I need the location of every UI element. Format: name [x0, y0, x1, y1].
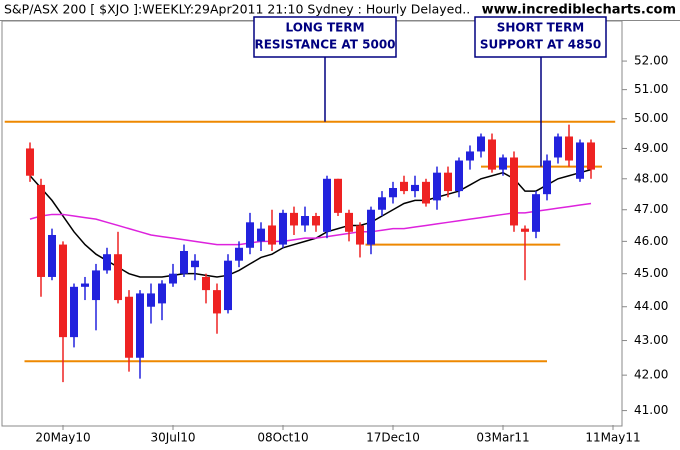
candle-body	[279, 212, 287, 245]
candle-body	[532, 194, 540, 232]
y-tick-label: 45.00	[634, 266, 668, 280]
candle-body	[521, 228, 529, 232]
x-tick-label: 03Mar11	[476, 431, 529, 445]
candle-body	[543, 160, 551, 195]
y-tick-label: 47.00	[634, 202, 668, 216]
candle-body	[37, 184, 45, 277]
candle-body	[411, 184, 419, 192]
y-tick-label: 51.00	[634, 82, 668, 96]
candle-body	[202, 276, 210, 291]
candle-body	[48, 234, 56, 277]
watermark: www.incrediblecharts.com	[482, 3, 676, 18]
candle-body	[235, 247, 243, 261]
candle-body	[345, 212, 353, 232]
y-tick-label: 49.00	[634, 141, 668, 155]
annotation-text: LONG TERM	[285, 21, 364, 35]
candle-body	[455, 160, 463, 192]
candle-body	[587, 142, 595, 170]
x-tick-label: 08Oct10	[257, 431, 308, 445]
x-tick-label: 20May10	[35, 431, 90, 445]
candle-body	[169, 273, 177, 284]
candle-body	[70, 286, 78, 338]
y-tick-label: 42.00	[634, 368, 668, 382]
candle-body	[367, 209, 375, 245]
x-tick-label: 30Jul10	[150, 431, 195, 445]
candle-body	[444, 172, 452, 192]
annotation-text: SUPPORT AT 4850	[480, 38, 601, 52]
candle-body	[510, 157, 518, 226]
candle-body	[92, 270, 100, 301]
annotation-text: RESISTANCE AT 5000	[254, 38, 395, 52]
chart-title: S&P/ASX 200 [ $XJO ]:WEEKLY:29Apr2011 21…	[4, 2, 470, 17]
candle-body	[389, 187, 397, 198]
candle-body	[312, 216, 320, 226]
candle-body	[268, 225, 276, 245]
average-line	[29, 202, 592, 246]
x-tick-label: 11May11	[585, 431, 640, 445]
candle-body	[334, 178, 342, 213]
candle-body	[114, 254, 122, 301]
candle-body	[499, 157, 507, 170]
candle-body	[433, 172, 441, 201]
candle-body	[290, 212, 298, 226]
candle-body	[323, 178, 331, 232]
candle-body	[246, 222, 254, 248]
candle-body	[565, 136, 573, 161]
candle-body	[488, 139, 496, 170]
candle-body	[400, 181, 408, 192]
candle-body	[213, 290, 221, 314]
candle-body	[191, 260, 199, 268]
candle-body	[26, 148, 34, 176]
y-tick-label: 48.00	[634, 171, 668, 185]
candle-body	[422, 181, 430, 204]
y-tick-label: 44.00	[634, 299, 668, 313]
candle-body	[224, 260, 232, 311]
candle-body	[257, 228, 265, 242]
y-tick-label: 43.00	[634, 333, 668, 347]
candle-body	[125, 296, 133, 358]
y-tick-label: 46.00	[634, 234, 668, 248]
candle-body	[81, 283, 89, 287]
x-tick-label: 17Dec10	[366, 431, 420, 445]
annotation-box	[474, 16, 607, 58]
candle-body	[301, 216, 309, 226]
annotation-text: SHORT TERM	[497, 21, 585, 35]
candle-body	[576, 142, 584, 179]
average-line	[29, 168, 592, 278]
candle-body	[554, 136, 562, 158]
candle-body	[103, 254, 111, 271]
candle-body	[378, 197, 386, 210]
candle-body	[136, 293, 144, 358]
candle-body	[158, 283, 166, 304]
candle-body	[356, 225, 364, 245]
candle-body	[477, 136, 485, 152]
y-tick-label: 50.00	[634, 111, 668, 125]
y-tick-label: 52.00	[634, 54, 668, 68]
candle-body	[466, 151, 474, 161]
annotation-box	[253, 16, 397, 58]
candle-body	[180, 250, 188, 274]
y-tick-label: 41.00	[634, 403, 668, 417]
candle-body	[59, 244, 67, 338]
candle-body	[147, 293, 155, 307]
